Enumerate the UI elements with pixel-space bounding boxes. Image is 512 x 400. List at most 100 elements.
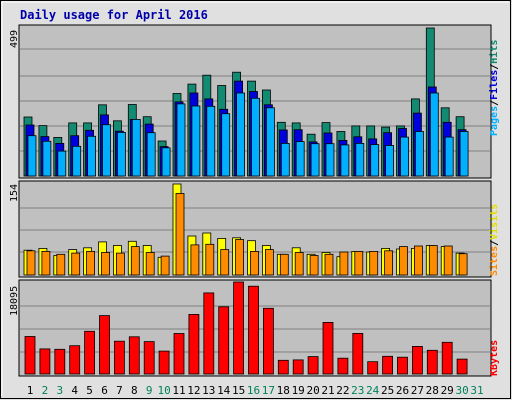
bar-kbytes-day-9 xyxy=(143,341,155,375)
bar-sites-day-3 xyxy=(56,253,66,276)
bar-sites-day-20 xyxy=(309,255,319,276)
bar-sites-day-10 xyxy=(160,255,170,276)
bar-sites-day-26 xyxy=(399,246,408,276)
bar-sites-day-8 xyxy=(130,246,140,276)
x-tick-label-day-13: 13 xyxy=(202,384,215,397)
bar-pages-day-30 xyxy=(459,131,469,177)
bar-sites-day-28 xyxy=(428,245,438,276)
bar-pages-day-12 xyxy=(191,105,201,177)
bar-kbytes-day-18 xyxy=(277,359,289,375)
bar-kbytes-day-15 xyxy=(233,281,245,375)
sites-visits-legend: Sites/Visits xyxy=(488,204,500,276)
bar-pages-day-27 xyxy=(414,131,424,177)
x-tick-label-day-21: 21 xyxy=(321,384,334,397)
x-tick-label-day-24: 24 xyxy=(366,384,380,397)
x-tick-label-day-17: 17 xyxy=(262,384,275,397)
bar-pages-day-15 xyxy=(236,92,246,177)
bar-kbytes-day-30 xyxy=(456,358,468,375)
bar-kbytes-day-13 xyxy=(203,292,215,375)
x-tick-label-day-30: 30 xyxy=(455,384,468,397)
bar-pages-day-5 xyxy=(87,135,96,177)
bar-sites-day-21 xyxy=(324,253,334,276)
x-tick-label-day-6: 6 xyxy=(101,384,108,397)
bar-sites-day-4 xyxy=(71,252,81,276)
bar-pages-day-26 xyxy=(400,136,409,177)
legend-visits: Visits xyxy=(488,204,500,240)
bar-kbytes-day-4 xyxy=(69,345,81,375)
bar-pages-day-10 xyxy=(161,147,171,177)
bar-kbytes-day-1 xyxy=(24,336,36,375)
x-tick-label-day-12: 12 xyxy=(187,384,200,397)
x-tick-label-day-28: 28 xyxy=(426,384,439,397)
bar-pages-day-8 xyxy=(131,119,141,177)
kbytes-legend: KBytes xyxy=(489,340,500,376)
legend-sep-1: / xyxy=(489,100,500,106)
bar-sites-day-18 xyxy=(279,253,289,276)
bar-pages-day-3 xyxy=(57,150,67,177)
x-tick-label-day-18: 18 xyxy=(277,384,290,397)
bar-sites-day-14 xyxy=(220,249,230,276)
bar-pages-day-25 xyxy=(385,145,395,177)
legend-sep-2: / xyxy=(489,64,500,70)
bar-pages-day-24 xyxy=(370,144,380,177)
bar-kbytes-day-24 xyxy=(367,361,379,375)
bar-kbytes-day-8 xyxy=(128,336,140,375)
bar-pages-day-4 xyxy=(72,145,82,177)
bar-sites-day-24 xyxy=(369,250,379,276)
bar-kbytes-day-10 xyxy=(158,350,170,375)
bar-sites-day-5 xyxy=(86,250,95,276)
x-tick-label-day-5: 5 xyxy=(86,384,93,397)
x-axis-labels: 1 2 3 4 5 6 7 8 9 10 11 12 13 14 15 16 17 18 19 20 21 22 23 24 2… xyxy=(27,384,484,397)
bar-pages-day-23 xyxy=(355,142,365,177)
bar-kbytes-day-16 xyxy=(248,285,259,375)
bar-kbytes-day-6 xyxy=(99,315,110,375)
bar-pages-day-19 xyxy=(295,141,305,177)
bar-pages-day-20 xyxy=(310,143,320,177)
bar-pages-day-22 xyxy=(340,144,350,177)
x-tick-label-day-19: 19 xyxy=(292,384,305,397)
x-tick-label-day-29: 29 xyxy=(441,384,454,397)
bar-sites-day-9 xyxy=(145,252,155,276)
bar-sites-day-6 xyxy=(101,252,110,276)
x-tick-label-day-3: 3 xyxy=(56,384,63,397)
bar-kbytes-day-5 xyxy=(84,330,95,375)
bar-kbytes-day-29 xyxy=(441,341,453,375)
bar-pages-day-6 xyxy=(102,124,111,177)
x-tick-label-day-27: 27 xyxy=(411,384,424,397)
bar-sites-day-2 xyxy=(41,250,51,276)
chart-title: Daily usage for April 2016 xyxy=(20,8,208,22)
bar-kbytes-day-14 xyxy=(218,306,230,375)
bar-pages-day-13 xyxy=(206,105,216,177)
x-tick-label-day-16: 16 xyxy=(247,384,260,397)
bar-kbytes-day-7 xyxy=(114,340,125,375)
x-tick-label-day-10: 10 xyxy=(157,384,170,397)
bar-sites-day-16 xyxy=(250,250,259,276)
bar-pages-day-18 xyxy=(280,142,290,177)
bar-kbytes-day-27 xyxy=(411,345,423,375)
bar-kbytes-day-21 xyxy=(322,321,334,375)
kbytes-ymax-label: 18095 xyxy=(9,286,20,316)
x-tick-label-day-1: 1 xyxy=(27,384,34,397)
bar-sites-day-27 xyxy=(413,245,423,276)
bar-kbytes-day-20 xyxy=(307,356,319,375)
bar-kbytes-day-2 xyxy=(39,348,51,375)
bar-kbytes-day-28 xyxy=(426,349,438,375)
x-tick-label-day-8: 8 xyxy=(131,384,138,397)
bar-kbytes-day-3 xyxy=(54,348,66,375)
bar-kbytes-day-19 xyxy=(292,359,304,375)
legend-sites: Sites xyxy=(488,246,500,276)
bar-pages-day-21 xyxy=(325,143,335,177)
bar-pages-day-28 xyxy=(429,92,439,177)
bar-pages-day-2 xyxy=(42,140,52,177)
bar-pages-day-11 xyxy=(176,103,186,177)
x-tick-label-day-2: 2 xyxy=(42,384,49,397)
legend-sep-3: / xyxy=(489,240,500,246)
legend-hits: Hits xyxy=(488,40,500,64)
x-tick-label-day-23: 23 xyxy=(351,384,364,397)
bar-sites-day-15 xyxy=(235,239,245,276)
bar-kbytes-day-22 xyxy=(337,357,349,375)
bar-sites-day-13 xyxy=(205,243,215,276)
bar-pages-day-16 xyxy=(251,97,260,177)
x-tick-label-day-7: 7 xyxy=(116,384,123,397)
